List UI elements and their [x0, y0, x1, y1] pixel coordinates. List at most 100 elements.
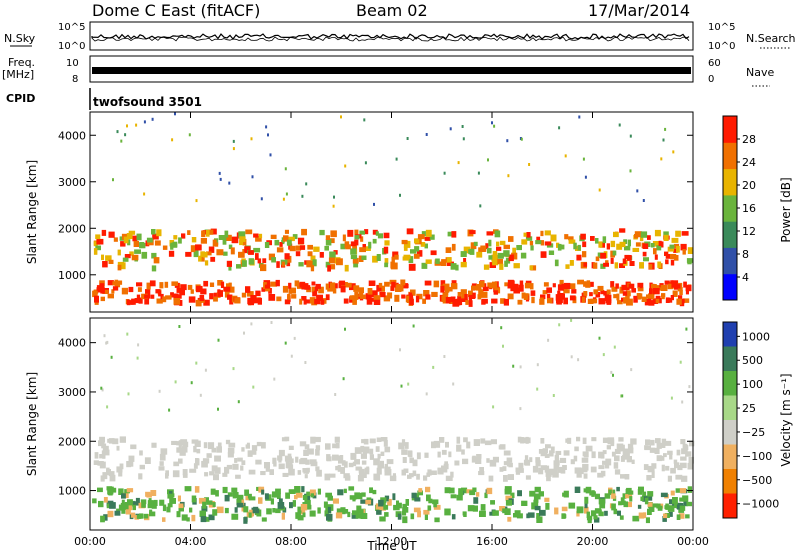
y-tick-label: 4000: [58, 337, 86, 350]
range-cell: [116, 445, 120, 451]
range-cell: [228, 244, 233, 250]
range-cell: [272, 508, 276, 513]
range-cell: [100, 475, 105, 482]
range-cell: [647, 465, 655, 473]
power-colorbar-label: Power [dB]: [779, 177, 793, 242]
velocity-colorbar-label: Velocity [m s⁻¹]: [779, 373, 793, 466]
range-cell: [489, 459, 497, 467]
range-cell: [173, 461, 180, 467]
range-cell: [255, 236, 262, 242]
range-cell: [663, 231, 669, 237]
range-cell: [642, 243, 649, 249]
freq-tick-bottom: 8: [72, 74, 78, 85]
range-cell: [667, 283, 674, 290]
range-cell: [460, 289, 467, 295]
range-cell: [242, 260, 247, 267]
range-cell: [224, 230, 229, 238]
range-cell: [312, 291, 317, 297]
range-cell: [143, 513, 149, 519]
range-cell: [239, 240, 244, 246]
range-cell: [337, 489, 344, 496]
range-cell: [663, 234, 669, 241]
range-cell: [109, 502, 116, 509]
range-cell: [126, 299, 131, 306]
range-cell: [670, 490, 675, 496]
range-cell: [448, 451, 452, 458]
range-cell: [190, 289, 194, 294]
range-cell: [128, 455, 135, 462]
range-cell: [488, 255, 493, 260]
range-cell: [255, 253, 259, 260]
range-cell: [202, 251, 208, 258]
range-cell: [643, 512, 647, 519]
range-cell: [376, 284, 383, 292]
range-cell: [151, 117, 154, 121]
range-cell: [583, 281, 587, 287]
range-cell: [243, 517, 248, 524]
range-cell: [423, 509, 430, 515]
range-cell: [553, 463, 560, 470]
range-cell: [126, 124, 128, 128]
range-cell: [483, 264, 490, 270]
range-cell: [395, 157, 398, 161]
range-cell: [316, 294, 323, 301]
range-cell: [327, 495, 333, 501]
range-cell: [289, 458, 294, 464]
range-cell: [151, 442, 157, 448]
range-cell: [433, 280, 440, 288]
range-cell: [170, 292, 174, 298]
range-cell: [443, 171, 446, 175]
range-cell: [165, 295, 172, 300]
range-cell: [112, 438, 119, 445]
range-cell: [132, 235, 138, 242]
range-cell: [174, 112, 176, 116]
range-cell: [486, 487, 493, 495]
range-cell: [410, 249, 417, 254]
range-cell: [217, 280, 223, 286]
range-cell: [304, 361, 307, 364]
range-cell: [405, 499, 409, 506]
range-cell: [360, 453, 367, 459]
range-cell: [661, 464, 665, 472]
range-cell: [340, 507, 346, 515]
range-cell: [534, 505, 541, 511]
range-cell: [563, 297, 568, 305]
range-cell: [647, 508, 652, 515]
range-cell: [103, 334, 106, 338]
range-cell: [412, 459, 418, 467]
range-cell: [602, 353, 605, 357]
range-cell: [582, 437, 587, 444]
range-cell: [412, 324, 415, 328]
range-cell: [540, 240, 544, 246]
range-cell: [492, 251, 498, 257]
range-cell: [244, 489, 249, 496]
range-cell: [228, 282, 232, 290]
range-cell: [108, 471, 115, 477]
range-cell: [218, 235, 226, 240]
range-cell: [227, 452, 234, 458]
range-cell: [576, 436, 581, 442]
range-cell: [182, 469, 188, 476]
colorbar-tick-label: 500: [742, 354, 763, 367]
range-cell: [350, 254, 358, 260]
range-cell: [442, 466, 446, 473]
range-cell: [647, 491, 654, 497]
range-cell: [664, 127, 667, 131]
range-cell: [250, 322, 253, 326]
range-cell: [507, 516, 512, 522]
range-cell: [688, 456, 694, 464]
range-cell: [352, 298, 357, 305]
range-cell: [203, 442, 208, 449]
range-cell: [469, 248, 475, 255]
range-cell: [214, 455, 221, 462]
range-cell: [544, 241, 552, 246]
range-cell: [504, 282, 510, 287]
range-cell: [186, 517, 190, 522]
range-cell: [479, 280, 485, 288]
range-cell: [656, 440, 660, 445]
range-cell: [174, 380, 177, 384]
range-cell: [561, 506, 568, 512]
range-cell: [303, 469, 307, 474]
range-cell: [223, 251, 228, 256]
range-cell: [338, 458, 343, 464]
